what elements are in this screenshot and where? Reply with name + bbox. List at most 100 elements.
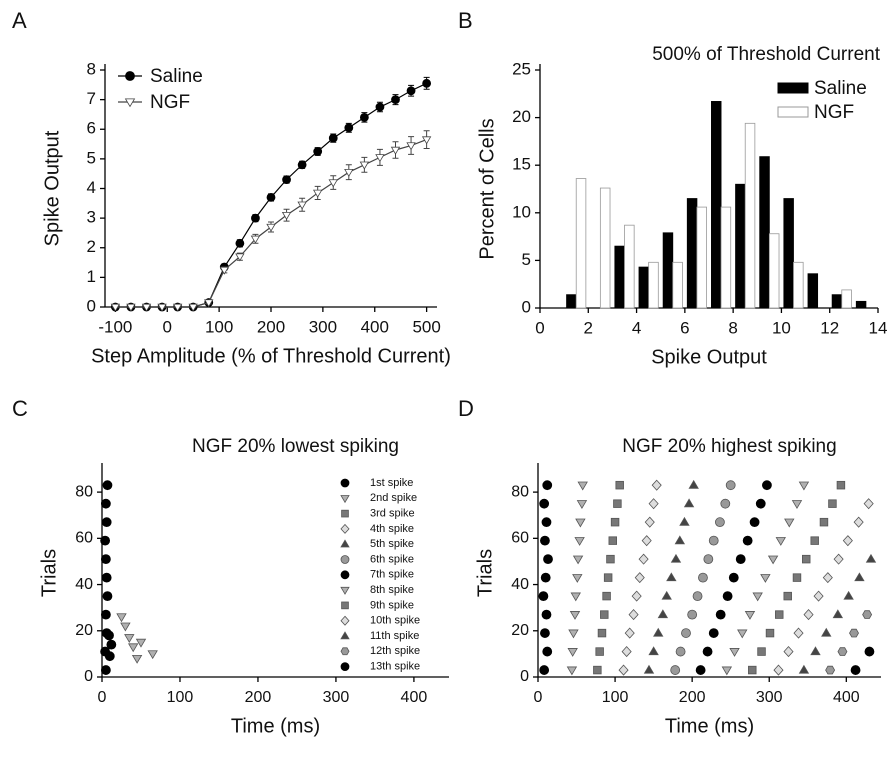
legend-label: 2nd spike <box>370 492 417 504</box>
y-tick-label: 0 <box>87 296 96 315</box>
x-tick-label: 0 <box>535 318 544 337</box>
x-tick-label: 400 <box>401 689 428 706</box>
marker <box>784 518 795 528</box>
y-tick-label: 15 <box>512 155 531 174</box>
marker <box>110 303 121 312</box>
marker <box>773 664 784 676</box>
marker <box>715 517 725 528</box>
marker <box>375 102 385 112</box>
marker <box>651 479 662 491</box>
marker <box>344 169 354 177</box>
x-tick-label: 400 <box>833 689 860 706</box>
marker <box>421 136 432 145</box>
marker <box>540 572 551 583</box>
marker <box>340 555 350 564</box>
y-tick-label: 6 <box>87 119 96 138</box>
bar <box>624 224 635 309</box>
legend-label: 7th spike <box>370 569 414 581</box>
marker <box>104 651 115 662</box>
legend-label: Saline <box>814 78 867 99</box>
marker <box>628 609 639 621</box>
marker <box>621 646 632 658</box>
y-tick-label: 0 <box>84 668 93 685</box>
marker <box>698 572 708 583</box>
marker <box>542 480 553 491</box>
x-tick-label: 8 <box>728 318 737 337</box>
y-tick-label: 0 <box>522 297 531 316</box>
bar <box>744 122 756 309</box>
marker <box>116 613 127 623</box>
marker <box>624 627 635 639</box>
marker <box>757 647 766 656</box>
marker <box>540 535 550 546</box>
marker <box>235 253 245 262</box>
marker <box>737 629 748 639</box>
marker <box>798 664 810 674</box>
legend-label: NGF <box>814 102 854 123</box>
marker <box>391 95 400 105</box>
x-tick-label: 4 <box>632 318 641 337</box>
marker <box>124 634 135 643</box>
bar <box>720 206 732 309</box>
marker <box>135 638 147 648</box>
marker <box>688 479 699 489</box>
marker <box>313 147 323 156</box>
chart-title: NGF 20% highest spiking <box>622 436 836 457</box>
marker <box>100 535 111 546</box>
marker <box>567 648 578 657</box>
legend-label: 13th spike <box>370 661 420 673</box>
marker <box>566 666 578 676</box>
marker <box>670 553 682 563</box>
x-tick-label: 400 <box>361 317 389 336</box>
marker <box>821 627 832 637</box>
marker <box>188 303 198 312</box>
marker <box>674 535 686 545</box>
y-tick-label: 10 <box>512 202 531 221</box>
marker <box>749 517 760 528</box>
marker <box>765 628 775 638</box>
marker <box>735 554 746 565</box>
bar <box>599 187 611 309</box>
y-axis-label: Spike Output <box>41 130 63 246</box>
marker <box>864 646 875 657</box>
marker <box>125 71 135 81</box>
marker <box>760 574 771 583</box>
y-tick-label: 2 <box>87 237 96 256</box>
marker <box>328 133 338 143</box>
x-tick-label: 2 <box>584 318 593 337</box>
x-tick-label: 14 <box>869 318 888 337</box>
marker <box>683 498 695 508</box>
y-axis-label: Percent of Cells <box>476 118 498 259</box>
y-tick-label: 80 <box>511 483 529 500</box>
legend-label: 3rd spike <box>370 508 415 520</box>
y-axis-label: Trials <box>474 549 496 597</box>
legend-label: 12th spike <box>370 645 420 657</box>
marker <box>297 160 307 170</box>
marker <box>783 591 792 601</box>
marker <box>568 629 579 639</box>
marker <box>576 500 588 509</box>
marker <box>670 665 681 675</box>
marker <box>340 647 350 656</box>
y-tick-label: 7 <box>87 89 96 108</box>
y-tick-label: 20 <box>511 622 529 639</box>
x-tick-label: 12 <box>820 318 839 337</box>
marker <box>666 572 677 582</box>
marker <box>359 161 370 170</box>
x-tick-label: 0 <box>163 317 172 336</box>
marker <box>235 238 245 248</box>
y-tick-label: 5 <box>87 148 96 167</box>
x-tick-label: -100 <box>98 317 132 336</box>
marker <box>762 480 772 491</box>
marker <box>266 192 276 202</box>
marker <box>574 537 585 546</box>
y-tick-label: 40 <box>75 576 93 593</box>
marker <box>833 553 844 565</box>
x-tick-label: 0 <box>98 689 107 706</box>
y-tick-label: 40 <box>511 576 529 593</box>
legend-label: 1st spike <box>370 477 413 489</box>
y-tick-label: 60 <box>511 530 529 547</box>
chart-title: 500% of Threshold Current <box>652 44 880 65</box>
legend-swatch <box>777 106 809 118</box>
marker <box>126 303 136 312</box>
